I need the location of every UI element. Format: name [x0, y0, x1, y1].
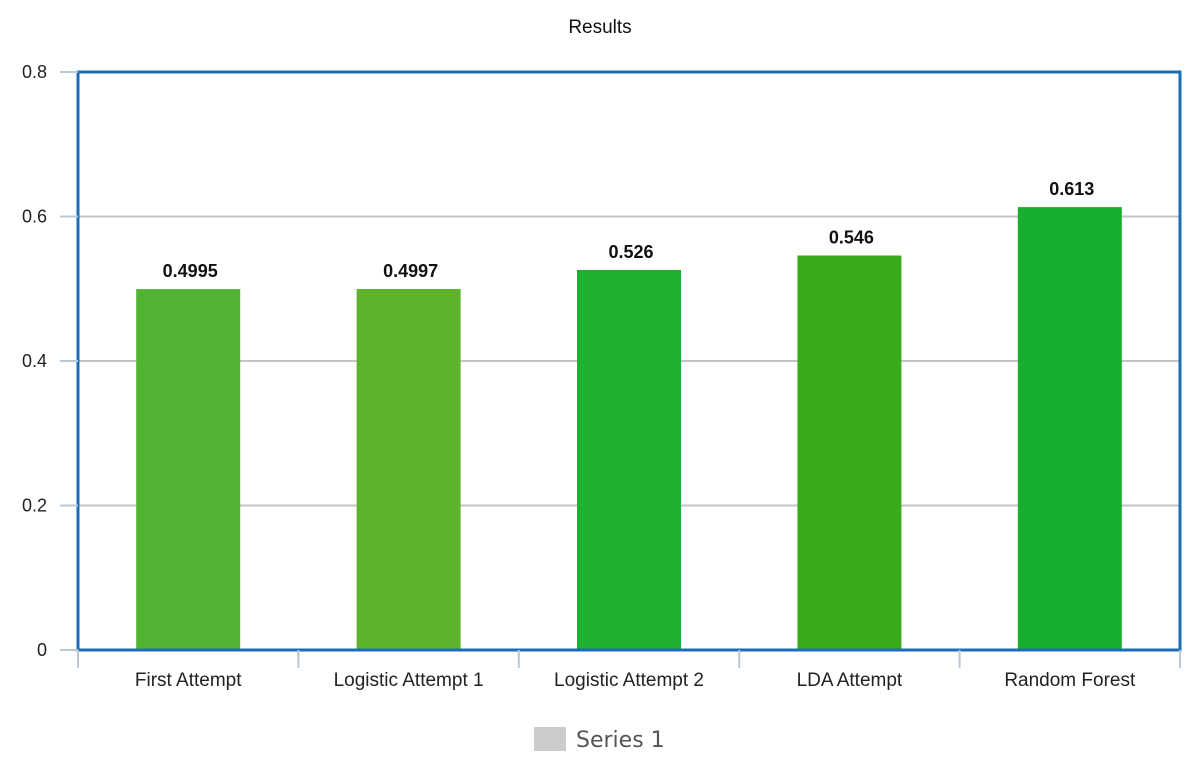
bar [797, 255, 902, 650]
data-label: 0.4995 [163, 261, 218, 281]
bar [356, 288, 461, 650]
bar [577, 269, 681, 650]
data-label: 0.546 [829, 228, 874, 248]
data-label: 0.613 [1049, 179, 1094, 199]
legend: Series 1 [534, 727, 665, 753]
x-category-label: LDA Attempt [797, 670, 903, 691]
y-tick-label: 0.4 [22, 351, 47, 371]
x-category-label: First Attempt [135, 670, 242, 691]
legend-label: Series 1 [576, 728, 665, 753]
x-category-label: Random Forest [1004, 670, 1136, 691]
data-label: 0.526 [608, 242, 653, 262]
bars: 0.4995 0.4997 0.526 0.546 0.613 [136, 179, 1122, 651]
data-label: 0.4997 [383, 261, 438, 281]
bar [136, 289, 241, 650]
legend-swatch [534, 727, 566, 751]
chart-title: Results [568, 17, 631, 38]
y-tick-label: 0.2 [22, 496, 47, 516]
y-tick-label: 0.8 [22, 62, 47, 82]
x-category-label: Logistic Attempt 2 [554, 670, 704, 691]
bar [1017, 207, 1122, 651]
x-category-label: Logistic Attempt 1 [334, 670, 484, 691]
axes: 0 0.2 0.4 0.6 0.8 First Attempt Logistic Attem… [22, 62, 1181, 691]
y-tick-label: 0.6 [22, 207, 47, 227]
y-tick-label: 0 [37, 640, 47, 660]
